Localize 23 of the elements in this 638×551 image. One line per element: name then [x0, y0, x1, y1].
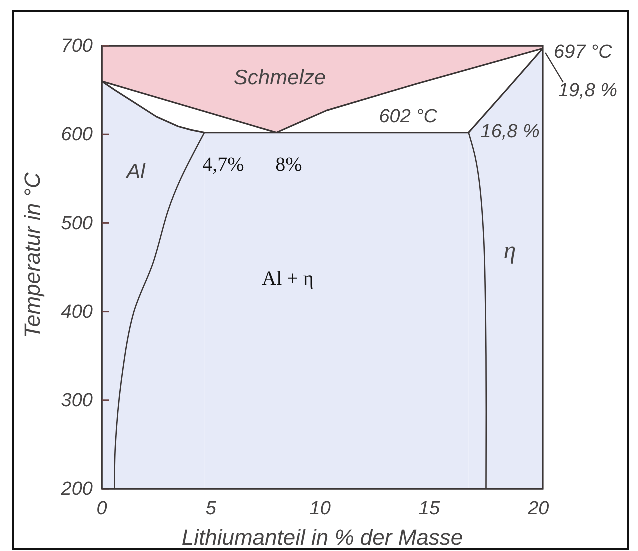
annotation: Al — [124, 160, 147, 184]
annotation: 602 °C — [379, 106, 438, 128]
annotation: 8% — [276, 154, 302, 176]
x-tick-label: 10 — [310, 498, 332, 520]
annotation: 16,8 % — [480, 121, 540, 142]
annotation: 4,7% — [202, 154, 244, 176]
annotation: Al + η — [262, 268, 314, 290]
y-tick-label: 400 — [61, 302, 94, 323]
x-tick-label: 20 — [527, 498, 550, 520]
y-tick-label: 700 — [61, 36, 94, 58]
y-axis-title: Temperatur in °C — [20, 172, 45, 338]
y-tick-label: 600 — [61, 124, 94, 146]
x-tick-label: 5 — [206, 498, 217, 520]
text: 19,8 % — [558, 80, 618, 102]
x-tick-label: 15 — [418, 498, 440, 520]
y-tick-label: 300 — [61, 390, 94, 412]
annotation: η — [504, 238, 516, 264]
annotation: Schmelze — [234, 66, 326, 90]
y-tick-label: 200 — [60, 479, 94, 500]
annotation: 697 °C — [554, 42, 613, 64]
x-tick-label: 0 — [96, 498, 108, 520]
y-tick-label: 500 — [61, 213, 94, 234]
x-axis-title: Lithiumanteil in % der Masse — [182, 525, 464, 550]
